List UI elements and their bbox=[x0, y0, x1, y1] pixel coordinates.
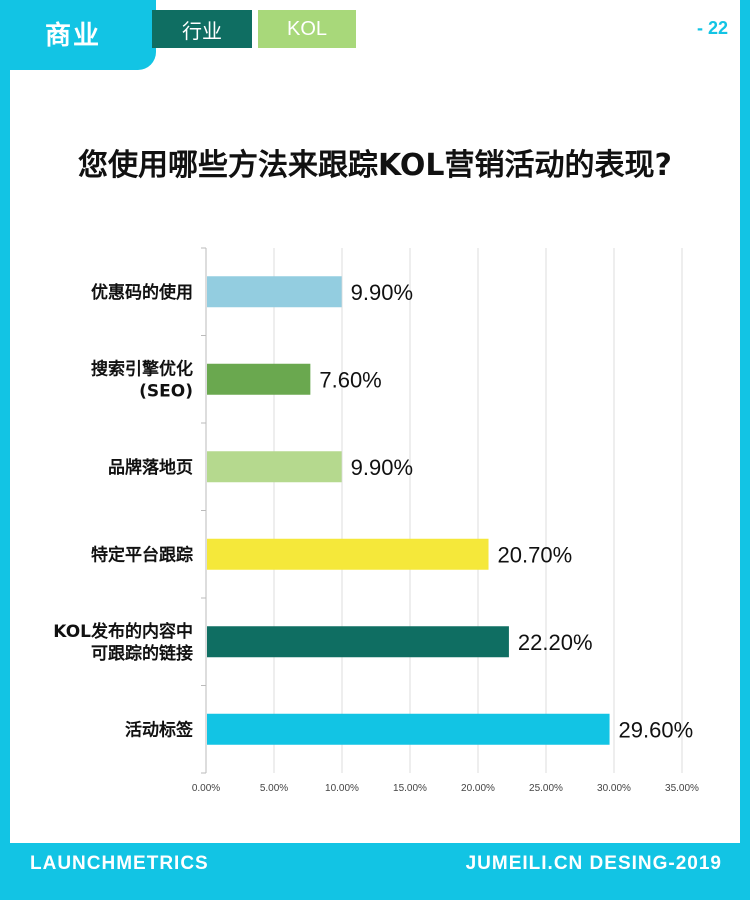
data-label: 20.70% bbox=[498, 542, 573, 567]
x-tick-label: 5.00% bbox=[260, 783, 288, 794]
x-tick-label: 35.00% bbox=[665, 783, 699, 794]
category-label: 特定平台跟踪 bbox=[91, 544, 193, 565]
category-label: 搜索引擎优化 bbox=[91, 358, 193, 379]
page-number: - 22 bbox=[696, 18, 728, 38]
data-label: 9.90% bbox=[351, 455, 413, 480]
x-tick-label: 15.00% bbox=[393, 783, 427, 794]
bar bbox=[207, 363, 311, 395]
category-tab[interactable]: 商业 bbox=[0, 0, 146, 66]
x-tick-label: 0.00% bbox=[192, 783, 220, 794]
tab-kol[interactable]: KOL bbox=[258, 10, 356, 48]
data-label: 22.20% bbox=[518, 630, 593, 655]
category-label: KOL发布的内容中 bbox=[53, 621, 193, 642]
category-label: 可跟踪的链接 bbox=[91, 643, 193, 664]
bar bbox=[207, 538, 489, 570]
bar bbox=[207, 451, 342, 483]
x-tick-label: 25.00% bbox=[529, 783, 563, 794]
bar bbox=[207, 276, 342, 308]
data-label: 9.90% bbox=[351, 280, 413, 305]
data-label: 7.60% bbox=[319, 367, 381, 392]
category-label: 品牌落地页 bbox=[108, 457, 193, 478]
category-label: 活动标签 bbox=[125, 719, 194, 740]
bar bbox=[207, 626, 509, 658]
x-tick-label: 20.00% bbox=[461, 783, 495, 794]
bar bbox=[207, 713, 610, 745]
data-label: 29.60% bbox=[619, 717, 694, 742]
category-label: (SEO) bbox=[139, 381, 193, 401]
footer-credit: JUMEILI.CN DESING-2019 bbox=[465, 853, 722, 874]
x-tick-label: 30.00% bbox=[597, 783, 631, 794]
category-label: 优惠码的使用 bbox=[91, 282, 193, 303]
footer-source: LAUNCHMETRICS bbox=[30, 853, 209, 874]
x-tick-label: 10.00% bbox=[325, 783, 359, 794]
chart-title: 您使用哪些方法来跟踪KOL营销活动的表现? bbox=[78, 148, 672, 183]
tab-industry[interactable]: 行业 bbox=[152, 10, 252, 48]
